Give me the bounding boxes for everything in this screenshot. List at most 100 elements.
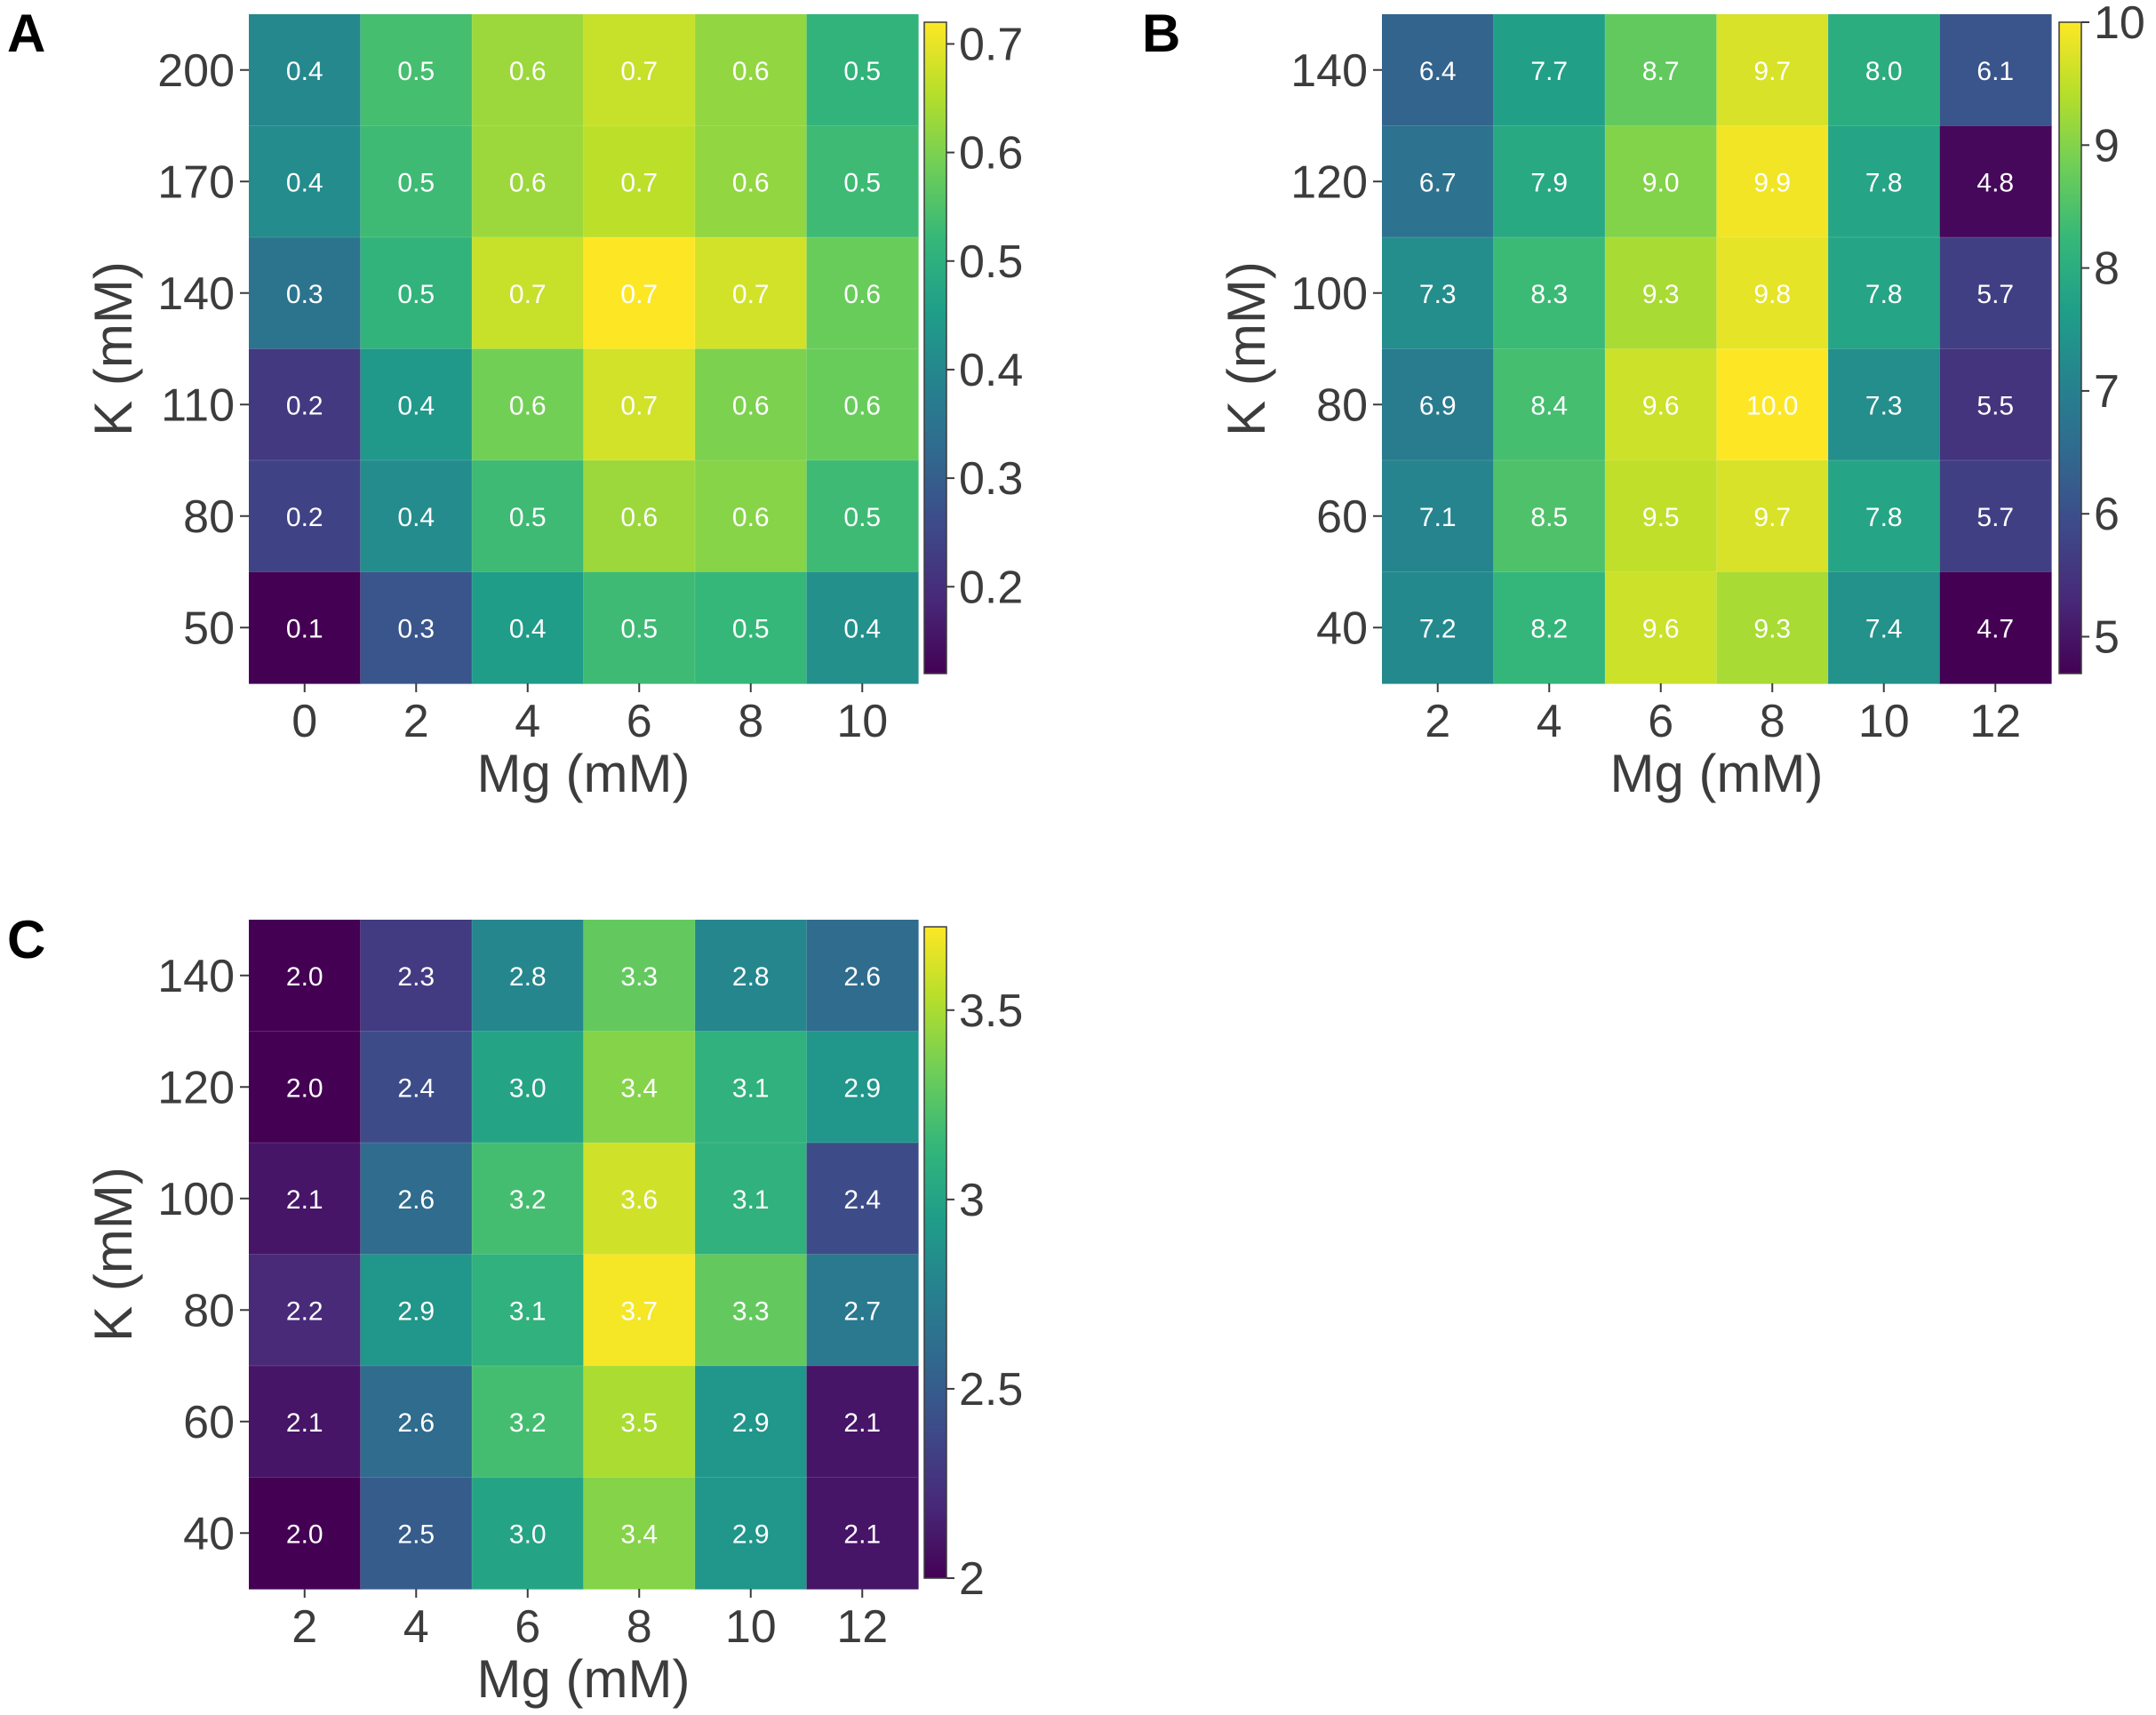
heatmap-panel-c: C 2.0 2.3 2.8 3.3 2.8 2.6 2.0 2.4 3.0 3.4 3.1 2.9 2.1… xyxy=(7,910,1023,1709)
heatmap-cell xyxy=(360,348,473,461)
heatmap-cell xyxy=(360,14,473,127)
heatmap-cell xyxy=(472,920,585,1033)
heatmap-cell xyxy=(472,125,585,238)
heatmap-cell xyxy=(1493,125,1606,238)
heatmap-cell xyxy=(1828,571,1941,684)
heatmap-cell xyxy=(806,571,919,684)
heatmap-cell xyxy=(1716,571,1829,684)
cell-value-label: 6.7 xyxy=(1419,168,1457,197)
heatmap-cell xyxy=(472,571,585,684)
cell-value-label: 3.1 xyxy=(509,1296,547,1326)
heatmap-cell xyxy=(1939,125,2052,238)
cell-value-label: 9.9 xyxy=(1753,168,1791,197)
heatmap-cell xyxy=(806,460,919,573)
heatmap-cell xyxy=(472,1031,585,1144)
heatmap-cell xyxy=(695,1477,808,1590)
heatmap-cell xyxy=(695,1031,808,1144)
cell-value-label: 9.0 xyxy=(1642,168,1680,197)
heatmap-cell xyxy=(1493,14,1606,127)
heatmap-cell xyxy=(695,1366,808,1479)
cell-value-label: 2.6 xyxy=(397,1408,435,1438)
cell-value-label: 2.6 xyxy=(843,962,881,992)
heatmap-cell xyxy=(1716,125,1829,238)
heatmap-cell xyxy=(1939,460,2052,573)
heatmap-cell xyxy=(472,1366,585,1479)
colorbar-tick-label: 0.7 xyxy=(959,19,1023,70)
heatmap-cell xyxy=(249,920,362,1033)
cell-value-label: 2.9 xyxy=(397,1296,435,1326)
heatmap-cell xyxy=(249,1477,362,1590)
heatmap-cell xyxy=(1605,237,1718,350)
y-axis-label: K (mM) xyxy=(1217,261,1276,436)
heatmap-cell xyxy=(583,1477,696,1590)
x-tick-label: 6 xyxy=(1648,696,1673,747)
heatmap-cell xyxy=(583,1031,696,1144)
cell-value-label: 9.6 xyxy=(1642,391,1680,420)
heatmap-cell xyxy=(695,1143,808,1256)
cell-value-label: 2.9 xyxy=(732,1520,770,1549)
cell-value-label: 7.8 xyxy=(1865,280,1903,309)
heatmap-cell xyxy=(472,1254,585,1367)
heatmap-cell xyxy=(472,1477,585,1590)
heatmap-cell xyxy=(695,920,808,1033)
heatmap-cell xyxy=(1716,14,1829,127)
heatmap-cell xyxy=(360,237,473,350)
cell-value-label: 0.6 xyxy=(732,168,770,197)
cell-value-label: 0.6 xyxy=(843,391,881,420)
heatmap-cell xyxy=(249,237,362,350)
heatmap-cell xyxy=(1382,125,1495,238)
cell-value-label: 0.3 xyxy=(286,280,323,309)
heatmap-cell xyxy=(472,1143,585,1256)
cell-value-label: 3.4 xyxy=(620,1073,658,1103)
heatmap-cell xyxy=(806,1254,919,1367)
cell-value-label: 0.4 xyxy=(397,391,435,420)
cell-value-label: 8.5 xyxy=(1530,503,1568,532)
cell-value-label: 3.0 xyxy=(509,1073,547,1103)
colorbar-tick-label: 3 xyxy=(959,1175,985,1226)
cell-value-label: 3.5 xyxy=(620,1408,658,1438)
y-tick-label: 140 xyxy=(157,951,235,1002)
heatmap-cell xyxy=(1939,348,2052,461)
x-tick-label: 10 xyxy=(1858,696,1910,747)
heatmap-cell xyxy=(583,571,696,684)
x-tick-label: 8 xyxy=(627,1601,652,1653)
cell-value-label: 2.0 xyxy=(286,1073,323,1103)
heatmap-cell xyxy=(1939,237,2052,350)
heatmap-cell xyxy=(1605,14,1718,127)
cell-value-label: 6.4 xyxy=(1419,57,1457,86)
heatmap-cell xyxy=(1828,14,1941,127)
colorbar-tick-label: 2 xyxy=(959,1553,985,1605)
y-tick-label: 110 xyxy=(161,379,235,431)
heatmap-cell xyxy=(1828,237,1941,350)
cell-value-label: 4.7 xyxy=(1976,614,2014,643)
heatmap-cell xyxy=(249,571,362,684)
cell-value-label: 2.4 xyxy=(843,1185,881,1215)
cell-value-label: 2.1 xyxy=(286,1408,323,1438)
cell-value-label: 0.2 xyxy=(286,503,323,532)
heatmap-cell xyxy=(472,237,585,350)
cell-value-label: 7.3 xyxy=(1419,280,1457,309)
cell-value-label: 0.6 xyxy=(732,503,770,532)
cell-value-label: 0.4 xyxy=(397,503,435,532)
heatmap-cell xyxy=(806,125,919,238)
heatmap-cell xyxy=(249,125,362,238)
heatmap-cell xyxy=(695,460,808,573)
y-tick-label: 80 xyxy=(183,491,235,543)
cell-value-label: 0.6 xyxy=(509,57,547,86)
cell-value-label: 3.4 xyxy=(620,1520,658,1549)
heatmap-cell xyxy=(1605,460,1718,573)
cell-value-label: 8.3 xyxy=(1530,280,1568,309)
cell-value-label: 0.1 xyxy=(286,614,323,643)
y-tick-label: 100 xyxy=(157,1174,235,1225)
heatmap-cell xyxy=(1493,460,1606,573)
colorbar-tick-label: 2.5 xyxy=(959,1364,1023,1416)
cell-value-label: 0.4 xyxy=(286,57,323,86)
heatmap-cell xyxy=(472,460,585,573)
cell-value-label: 9.3 xyxy=(1753,614,1791,643)
y-tick-label: 60 xyxy=(183,1397,235,1448)
cell-value-label: 0.6 xyxy=(620,503,658,532)
cell-value-label: 3.0 xyxy=(509,1520,547,1549)
colorbar xyxy=(923,21,947,674)
cell-value-label: 0.6 xyxy=(732,57,770,86)
cell-value-label: 0.7 xyxy=(620,57,658,86)
